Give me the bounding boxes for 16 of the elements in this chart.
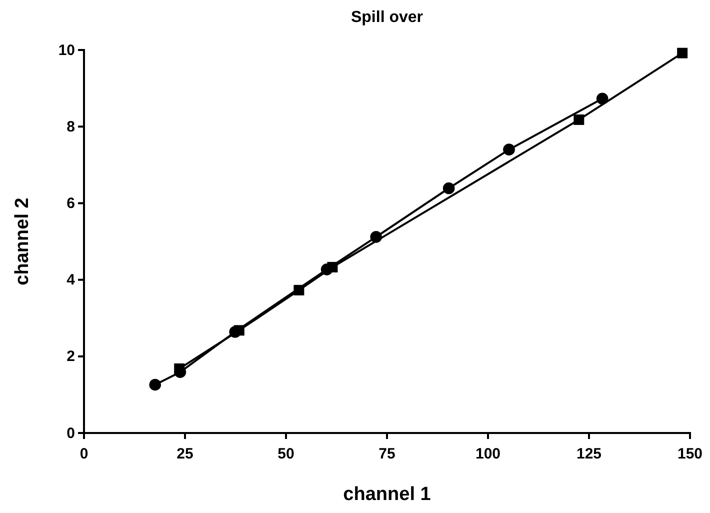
x-tick-label: 150	[677, 446, 703, 462]
y-tick-label: 8	[66, 118, 75, 136]
y-tick-label: 0	[66, 424, 75, 442]
y-tick-label: 10	[58, 42, 75, 59]
x-tick-label: 0	[80, 446, 88, 462]
x-tick-label: 50	[278, 446, 294, 462]
y-axis-title: channel 2	[12, 198, 33, 286]
x-axis-title: channel 1	[343, 484, 432, 505]
x-tick-label: 25	[176, 446, 194, 462]
x-tick-label: 125	[576, 446, 602, 462]
x-tick-label: 100	[475, 446, 501, 462]
y-tick-label: 4	[66, 272, 76, 289]
x-tick-label: 75	[378, 446, 396, 462]
chart-title: Spill over	[350, 9, 424, 26]
y-tick-label: 6	[66, 195, 75, 212]
y-tick-label: 2	[66, 348, 75, 366]
